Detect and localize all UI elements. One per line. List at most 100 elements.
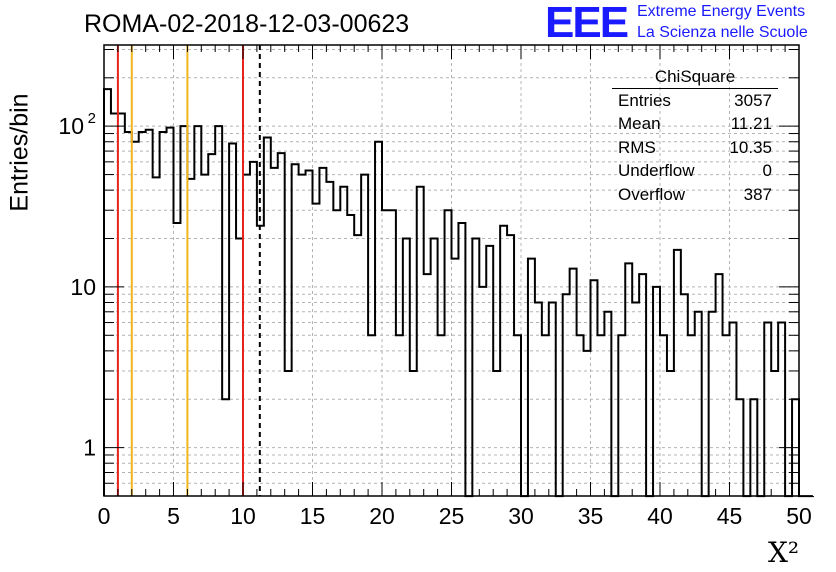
- histogram-bin: [278, 153, 285, 496]
- histogram-bin: [695, 312, 702, 496]
- stats-row-underflow: Underflow 0: [612, 159, 778, 182]
- histogram-bin: [625, 263, 632, 496]
- histogram-bin: [250, 162, 257, 496]
- histogram-bin: [597, 335, 604, 496]
- histogram-bin: [354, 235, 361, 496]
- histogram-bin: [750, 399, 757, 496]
- histogram-bin: [389, 210, 396, 496]
- histogram-bin: [299, 175, 306, 496]
- histogram-bin: [153, 177, 160, 496]
- stats-label: Overflow: [618, 184, 686, 204]
- histogram-bin: [208, 154, 215, 496]
- histogram-bin: [340, 187, 347, 496]
- histogram-bin: [243, 175, 250, 496]
- histogram-bin: [584, 351, 591, 496]
- x-tick-label: 15: [300, 503, 326, 529]
- histogram-bin: [306, 170, 313, 496]
- histogram-bin: [333, 210, 340, 496]
- histogram-bin: [292, 164, 299, 496]
- stats-label: Entries: [618, 91, 671, 110]
- histogram-bin: [160, 132, 167, 496]
- logo-subtitle-1: Extreme Energy Events: [637, 3, 806, 20]
- x-axis-label: X²: [768, 536, 800, 569]
- stats-row-mean: Mean 11.21: [612, 112, 778, 135]
- histogram-bin: [493, 371, 500, 496]
- histogram-bin: [111, 113, 118, 496]
- stats-row-entries: Entries 3057: [612, 89, 778, 112]
- histogram-bin: [709, 312, 716, 496]
- histogram-bin: [479, 287, 486, 496]
- histogram-series: [103, 88, 814, 498]
- histogram-bin: [688, 335, 695, 496]
- x-tick-label: 5: [167, 503, 180, 529]
- histogram-bin: [730, 323, 737, 496]
- x-tick-label: 40: [647, 503, 673, 529]
- histogram-bin: [486, 246, 493, 496]
- x-tick-label: 45: [717, 503, 743, 529]
- x-tick-label: 25: [439, 503, 465, 529]
- histogram-bin: [180, 126, 187, 496]
- histogram-bin: [222, 399, 229, 496]
- histogram-bin: [542, 335, 549, 496]
- x-tick-label: 20: [369, 503, 395, 529]
- histogram-bin: [174, 223, 181, 496]
- histogram-bin: [361, 175, 368, 496]
- histogram-step-line: [103, 88, 814, 498]
- logo-subtitle-2: La Scienza nelle Scuole: [637, 24, 808, 41]
- histogram-bin: [424, 274, 431, 496]
- stats-row-overflow: Overflow 387: [612, 183, 778, 206]
- x-tick-label: 50: [786, 503, 812, 529]
- y-axis-label: Entries/bin: [4, 93, 44, 211]
- histogram-bin: [723, 335, 730, 496]
- histogram-bin: [445, 210, 452, 496]
- histogram-bin: [431, 239, 438, 496]
- y-tick-label: 10: [58, 113, 84, 139]
- stats-row-rms: RMS 10.35: [612, 136, 778, 159]
- histogram-bin: [146, 130, 153, 496]
- histogram-bin: [368, 335, 375, 496]
- histogram-bin: [736, 399, 743, 496]
- reference-lines: [116, 45, 261, 496]
- histogram-bin: [313, 204, 320, 496]
- histogram-bin: [382, 210, 389, 496]
- stats-box: ChiSquare Entries 3057 Mean 11.21 RMS 10…: [612, 66, 778, 206]
- y-tick-label: 10: [70, 274, 96, 300]
- histogram-bin: [118, 113, 125, 496]
- histogram-bin: [319, 168, 326, 496]
- histogram-bin: [215, 126, 222, 496]
- histogram-bin: [618, 335, 625, 496]
- x-tick-label: 10: [230, 503, 256, 529]
- histogram-bin: [674, 250, 681, 496]
- run-title: ROMA-02-2018-12-03-00623: [84, 10, 410, 38]
- histogram-bin: [229, 144, 236, 496]
- stats-label: Underflow: [618, 161, 695, 181]
- histogram-bin: [500, 226, 507, 496]
- stats-value: 11.21: [730, 114, 772, 134]
- stats-value: 10.35: [729, 137, 772, 157]
- histogram-bin: [771, 371, 778, 496]
- histogram-bin: [271, 168, 278, 496]
- histogram-bin: [438, 335, 445, 496]
- histogram-bin: [507, 235, 514, 496]
- histogram-bin: [285, 371, 292, 496]
- histogram-bin: [139, 132, 146, 496]
- histogram-bin: [458, 223, 465, 496]
- histogram-bin: [187, 179, 194, 496]
- stats-title: ChiSquare: [612, 66, 778, 89]
- histogram-bin: [604, 312, 611, 496]
- x-tick-label: 0: [98, 503, 111, 529]
- histogram-bin: [570, 269, 577, 496]
- histogram-bin: [514, 335, 521, 496]
- histogram-bin: [347, 215, 354, 496]
- histogram-bin: [681, 294, 688, 496]
- histogram-bin: [194, 126, 201, 496]
- histogram-bin: [417, 187, 424, 496]
- histogram-bin: [201, 175, 208, 496]
- histogram-bin: [125, 132, 132, 496]
- y-tick-exponent: 2: [88, 110, 96, 127]
- eee-logo: EEE: [545, 0, 629, 47]
- histogram-bin: [563, 294, 570, 496]
- histogram-bin: [577, 335, 584, 496]
